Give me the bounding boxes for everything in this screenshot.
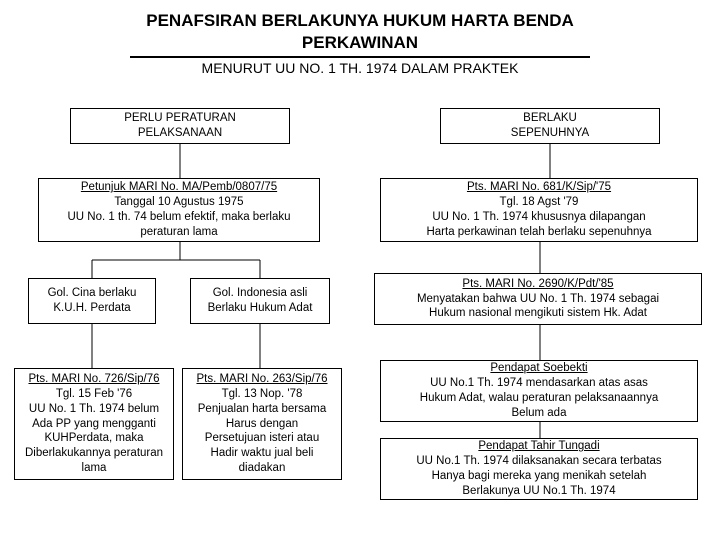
title-line-1: PENAFSIRAN BERLAKUNYA HUKUM HARTA BENDA (146, 11, 574, 30)
text: UU No.1 Th. 1974 mendasarkan atas asas (385, 376, 693, 391)
text: peraturan lama (43, 225, 315, 240)
heading: Pendapat Tahir Tungadi (385, 439, 693, 454)
text: Berlakunya UU No.1 Th. 1974 (385, 484, 693, 499)
text: Hukum nasional mengikuti sistem Hk. Adat (379, 306, 697, 321)
text: Tgl. 18 Agst '79 (385, 195, 693, 210)
node-gol-indonesia: Gol. Indonesia asli Berlaku Hukum Adat (190, 278, 330, 324)
text: PERLU PERATURAN (75, 111, 285, 126)
node-pts-2690: Pts. MARI No. 2690/K/Pdt/'85 Menyatakan … (374, 273, 702, 325)
text: Harus dengan (187, 417, 337, 432)
text: diadakan (187, 461, 337, 476)
text: BERLAKU (445, 111, 655, 126)
text: Menyatakan bahwa UU No. 1 Th. 1974 sebag… (379, 292, 697, 307)
text: UU No. 1 Th. 1974 belum (19, 402, 169, 417)
heading: Pts. MARI No. 263/Sip/76 (187, 372, 337, 387)
text: UU No. 1 Th. 1974 khususnya dilapangan (385, 210, 693, 225)
node-petunjuk-mari: Petunjuk MARI No. MA/Pemb/0807/75 Tangga… (38, 178, 320, 242)
text: lama (19, 461, 169, 476)
node-pts-681: Pts. MARI No. 681/K/Sip/'75 Tgl. 18 Agst… (380, 178, 698, 242)
text: Tanggal 10 Agustus 1975 (43, 195, 315, 210)
text: Gol. Cina berlaku (33, 286, 151, 301)
node-perlu-peraturan: PERLU PERATURAN PELAKSANAAN (70, 108, 290, 144)
node-berlaku-sepenuhnya: BERLAKU SEPENUHNYA (440, 108, 660, 144)
heading: Petunjuk MARI No. MA/Pemb/0807/75 (43, 180, 315, 195)
heading: Pts. MARI No. 726/Sip/76 (19, 372, 169, 387)
text: Ada PP yang mengganti (19, 417, 169, 432)
heading: Pts. MARI No. 2690/K/Pdt/'85 (379, 277, 697, 292)
text: UU No.1 Th. 1974 dilaksanakan secara ter… (385, 454, 693, 469)
page-title: PENAFSIRAN BERLAKUNYA HUKUM HARTA BENDA … (0, 0, 720, 54)
text: Tgl. 15 Feb '76 (19, 387, 169, 402)
text: Harta perkawinan telah berlaku sepenuhny… (385, 225, 693, 240)
node-gol-cina: Gol. Cina berlaku K.U.H. Perdata (28, 278, 156, 324)
node-pts-726: Pts. MARI No. 726/Sip/76 Tgl. 15 Feb '76… (14, 368, 174, 480)
text: Belum ada (385, 406, 693, 421)
text: K.U.H. Perdata (33, 301, 151, 316)
title-underline (130, 56, 590, 58)
text: Hanya bagi mereka yang menikah setelah (385, 469, 693, 484)
node-pendapat-tahir: Pendapat Tahir Tungadi UU No.1 Th. 1974 … (380, 438, 698, 500)
text: PELAKSANAAN (75, 126, 285, 141)
text: Penjualan harta bersama (187, 402, 337, 417)
title-line-2: PERKAWINAN (302, 33, 418, 52)
text: SEPENUHNYA (445, 126, 655, 141)
page-subtitle: MENURUT UU NO. 1 TH. 1974 DALAM PRAKTEK (0, 60, 720, 76)
text: Tgl. 13 Nop. '78 (187, 387, 337, 402)
node-pendapat-soebekti: Pendapat Soebekti UU No.1 Th. 1974 menda… (380, 360, 698, 422)
text: Berlaku Hukum Adat (195, 301, 325, 316)
text: Hadir waktu jual beli (187, 446, 337, 461)
text: UU No. 1 th. 74 belum efektif, maka berl… (43, 210, 315, 225)
node-pts-263: Pts. MARI No. 263/Sip/76 Tgl. 13 Nop. '7… (182, 368, 342, 480)
text: Hukum Adat, walau peraturan pelaksanaann… (385, 391, 693, 406)
text: Persetujuan isteri atau (187, 431, 337, 446)
heading: Pts. MARI No. 681/K/Sip/'75 (385, 180, 693, 195)
heading: Pendapat Soebekti (385, 361, 693, 376)
text: KUHPerdata, maka (19, 431, 169, 446)
text: Gol. Indonesia asli (195, 286, 325, 301)
text: Diberlakukannya peraturan (19, 446, 169, 461)
